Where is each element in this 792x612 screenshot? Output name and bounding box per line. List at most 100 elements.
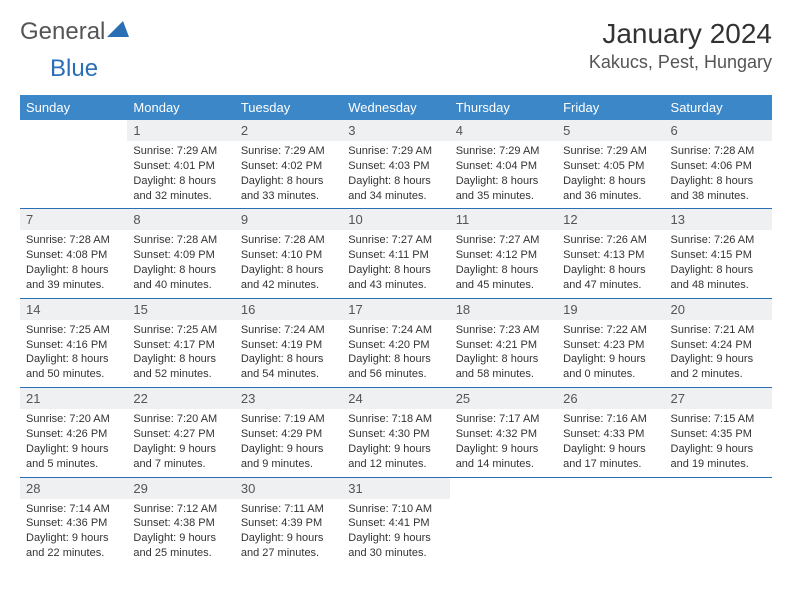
day-info: Sunrise: 7:15 AMSunset: 4:35 PMDaylight:… bbox=[665, 409, 772, 476]
day-number: 3 bbox=[342, 120, 449, 141]
day-info: Sunrise: 7:27 AMSunset: 4:11 PMDaylight:… bbox=[342, 230, 449, 297]
calendar-cell: 7Sunrise: 7:28 AMSunset: 4:08 PMDaylight… bbox=[20, 209, 127, 298]
day-info: Sunrise: 7:18 AMSunset: 4:30 PMDaylight:… bbox=[342, 409, 449, 476]
calendar-cell: 17Sunrise: 7:24 AMSunset: 4:20 PMDayligh… bbox=[342, 298, 449, 387]
calendar-cell: 26Sunrise: 7:16 AMSunset: 4:33 PMDayligh… bbox=[557, 388, 664, 477]
day-number: 13 bbox=[665, 209, 772, 230]
day-number: 20 bbox=[665, 299, 772, 320]
daylight-text-2: and 43 minutes. bbox=[348, 278, 443, 293]
daylight-text-1: Daylight: 9 hours bbox=[241, 531, 336, 546]
day-number: 1 bbox=[127, 120, 234, 141]
calendar-cell: 13Sunrise: 7:26 AMSunset: 4:15 PMDayligh… bbox=[665, 209, 772, 298]
daylight-text-1: Daylight: 9 hours bbox=[133, 531, 228, 546]
daylight-text-2: and 5 minutes. bbox=[26, 457, 121, 472]
day-info: Sunrise: 7:22 AMSunset: 4:23 PMDaylight:… bbox=[557, 320, 664, 387]
sunset-text: Sunset: 4:03 PM bbox=[348, 159, 443, 174]
day-info: Sunrise: 7:11 AMSunset: 4:39 PMDaylight:… bbox=[235, 499, 342, 566]
calendar-cell: 12Sunrise: 7:26 AMSunset: 4:13 PMDayligh… bbox=[557, 209, 664, 298]
daylight-text-1: Daylight: 8 hours bbox=[348, 352, 443, 367]
sunset-text: Sunset: 4:27 PM bbox=[133, 427, 228, 442]
day-header-row: Sunday Monday Tuesday Wednesday Thursday… bbox=[20, 95, 772, 120]
sunrise-text: Sunrise: 7:21 AM bbox=[671, 323, 766, 338]
day-number: 8 bbox=[127, 209, 234, 230]
calendar-cell: 30Sunrise: 7:11 AMSunset: 4:39 PMDayligh… bbox=[235, 477, 342, 566]
daylight-text-2: and 30 minutes. bbox=[348, 546, 443, 561]
sunset-text: Sunset: 4:26 PM bbox=[26, 427, 121, 442]
daylight-text-1: Daylight: 9 hours bbox=[563, 352, 658, 367]
day-number: 9 bbox=[235, 209, 342, 230]
day-info: Sunrise: 7:29 AMSunset: 4:03 PMDaylight:… bbox=[342, 141, 449, 208]
day-info: Sunrise: 7:23 AMSunset: 4:21 PMDaylight:… bbox=[450, 320, 557, 387]
day-number: 6 bbox=[665, 120, 772, 141]
daylight-text-1: Daylight: 8 hours bbox=[133, 263, 228, 278]
sunset-text: Sunset: 4:09 PM bbox=[133, 248, 228, 263]
daylight-text-1: Daylight: 9 hours bbox=[348, 531, 443, 546]
day-info: Sunrise: 7:25 AMSunset: 4:17 PMDaylight:… bbox=[127, 320, 234, 387]
daylight-text-1: Daylight: 8 hours bbox=[26, 352, 121, 367]
sunset-text: Sunset: 4:11 PM bbox=[348, 248, 443, 263]
calendar-row: 21Sunrise: 7:20 AMSunset: 4:26 PMDayligh… bbox=[20, 388, 772, 477]
day-header: Tuesday bbox=[235, 95, 342, 120]
sunrise-text: Sunrise: 7:29 AM bbox=[133, 144, 228, 159]
calendar-cell: 20Sunrise: 7:21 AMSunset: 4:24 PMDayligh… bbox=[665, 298, 772, 387]
day-header: Sunday bbox=[20, 95, 127, 120]
sunrise-text: Sunrise: 7:25 AM bbox=[26, 323, 121, 338]
day-number: 17 bbox=[342, 299, 449, 320]
daylight-text-2: and 9 minutes. bbox=[241, 457, 336, 472]
calendar-cell: 2Sunrise: 7:29 AMSunset: 4:02 PMDaylight… bbox=[235, 120, 342, 209]
sunset-text: Sunset: 4:12 PM bbox=[456, 248, 551, 263]
day-info: Sunrise: 7:21 AMSunset: 4:24 PMDaylight:… bbox=[665, 320, 772, 387]
sunrise-text: Sunrise: 7:28 AM bbox=[26, 233, 121, 248]
sunrise-text: Sunrise: 7:28 AM bbox=[671, 144, 766, 159]
daylight-text-1: Daylight: 9 hours bbox=[26, 531, 121, 546]
day-info: Sunrise: 7:19 AMSunset: 4:29 PMDaylight:… bbox=[235, 409, 342, 476]
sunrise-text: Sunrise: 7:14 AM bbox=[26, 502, 121, 517]
page-title: January 2024 bbox=[589, 18, 772, 50]
daylight-text-1: Daylight: 8 hours bbox=[348, 263, 443, 278]
sunset-text: Sunset: 4:32 PM bbox=[456, 427, 551, 442]
title-block: January 2024 Kakucs, Pest, Hungary bbox=[589, 18, 772, 73]
sunrise-text: Sunrise: 7:29 AM bbox=[563, 144, 658, 159]
daylight-text-1: Daylight: 8 hours bbox=[671, 263, 766, 278]
sunrise-text: Sunrise: 7:26 AM bbox=[563, 233, 658, 248]
day-info: Sunrise: 7:28 AMSunset: 4:06 PMDaylight:… bbox=[665, 141, 772, 208]
sunrise-text: Sunrise: 7:24 AM bbox=[348, 323, 443, 338]
daylight-text-2: and 39 minutes. bbox=[26, 278, 121, 293]
daylight-text-2: and 19 minutes. bbox=[671, 457, 766, 472]
daylight-text-1: Daylight: 8 hours bbox=[348, 174, 443, 189]
daylight-text-2: and 33 minutes. bbox=[241, 189, 336, 204]
daylight-text-2: and 58 minutes. bbox=[456, 367, 551, 382]
sunset-text: Sunset: 4:06 PM bbox=[671, 159, 766, 174]
daylight-text-1: Daylight: 8 hours bbox=[563, 174, 658, 189]
day-number: 26 bbox=[557, 388, 664, 409]
calendar-table: Sunday Monday Tuesday Wednesday Thursday… bbox=[20, 95, 772, 566]
location-text: Kakucs, Pest, Hungary bbox=[589, 52, 772, 73]
calendar-cell bbox=[450, 477, 557, 566]
calendar-cell: 4Sunrise: 7:29 AMSunset: 4:04 PMDaylight… bbox=[450, 120, 557, 209]
sunset-text: Sunset: 4:08 PM bbox=[26, 248, 121, 263]
day-number: 15 bbox=[127, 299, 234, 320]
day-number: 16 bbox=[235, 299, 342, 320]
daylight-text-2: and 42 minutes. bbox=[241, 278, 336, 293]
daylight-text-1: Daylight: 9 hours bbox=[671, 442, 766, 457]
calendar-cell: 6Sunrise: 7:28 AMSunset: 4:06 PMDaylight… bbox=[665, 120, 772, 209]
calendar-cell: 22Sunrise: 7:20 AMSunset: 4:27 PMDayligh… bbox=[127, 388, 234, 477]
daylight-text-2: and 40 minutes. bbox=[133, 278, 228, 293]
day-number: 4 bbox=[450, 120, 557, 141]
sunrise-text: Sunrise: 7:17 AM bbox=[456, 412, 551, 427]
logo: General bbox=[20, 18, 131, 46]
calendar-cell: 19Sunrise: 7:22 AMSunset: 4:23 PMDayligh… bbox=[557, 298, 664, 387]
calendar-cell: 10Sunrise: 7:27 AMSunset: 4:11 PMDayligh… bbox=[342, 209, 449, 298]
daylight-text-2: and 34 minutes. bbox=[348, 189, 443, 204]
daylight-text-2: and 32 minutes. bbox=[133, 189, 228, 204]
calendar-cell: 14Sunrise: 7:25 AMSunset: 4:16 PMDayligh… bbox=[20, 298, 127, 387]
day-number: 21 bbox=[20, 388, 127, 409]
calendar-cell: 24Sunrise: 7:18 AMSunset: 4:30 PMDayligh… bbox=[342, 388, 449, 477]
day-info: Sunrise: 7:26 AMSunset: 4:15 PMDaylight:… bbox=[665, 230, 772, 297]
day-number: 2 bbox=[235, 120, 342, 141]
sunrise-text: Sunrise: 7:22 AM bbox=[563, 323, 658, 338]
sunset-text: Sunset: 4:24 PM bbox=[671, 338, 766, 353]
sunset-text: Sunset: 4:21 PM bbox=[456, 338, 551, 353]
calendar-row: 7Sunrise: 7:28 AMSunset: 4:08 PMDaylight… bbox=[20, 209, 772, 298]
daylight-text-1: Daylight: 8 hours bbox=[241, 263, 336, 278]
